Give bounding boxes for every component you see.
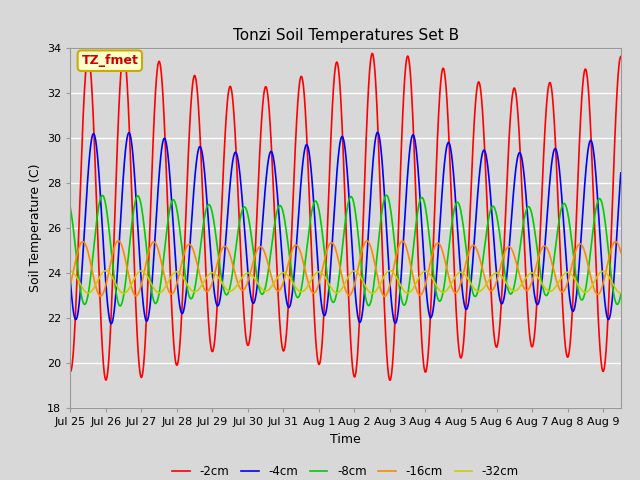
Title: Tonzi Soil Temperatures Set B: Tonzi Soil Temperatures Set B [232,28,459,43]
-2cm [386,377,394,383]
-8cm [95,205,102,211]
-32cm [617,290,625,296]
-8cm [335,280,342,286]
-32cm [95,276,102,282]
-16cm [115,238,122,244]
-2cm [95,255,102,261]
-2cm [335,65,342,71]
-16cm [381,293,388,299]
-32cm [67,268,74,274]
-16cm [95,291,102,297]
-8cm [602,221,609,227]
-16cm [602,271,609,277]
-8cm [116,303,124,309]
-2cm [617,54,625,60]
-2cm [601,359,609,365]
-16cm [320,260,328,266]
-32cm [320,272,328,278]
-8cm [500,266,508,272]
-4cm [374,130,381,135]
Legend: -2cm, -4cm, -8cm, -16cm, -32cm: -2cm, -4cm, -8cm, -16cm, -32cm [168,461,524,480]
Line: -2cm: -2cm [70,53,621,380]
-32cm [335,289,342,295]
-16cm [500,251,508,256]
Line: -16cm: -16cm [70,241,621,296]
-4cm [601,301,609,307]
Line: -4cm: -4cm [70,132,621,324]
-2cm [320,314,328,320]
-16cm [67,281,74,287]
-32cm [500,277,508,283]
Line: -32cm: -32cm [70,271,621,293]
-2cm [602,356,609,362]
-8cm [67,205,74,211]
-4cm [335,154,342,159]
-32cm [120,290,127,296]
Text: TZ_fmet: TZ_fmet [81,54,138,67]
X-axis label: Time: Time [330,432,361,445]
-32cm [386,268,394,274]
-4cm [602,303,609,309]
-8cm [383,192,390,198]
-16cm [601,273,609,278]
-16cm [335,257,342,263]
-2cm [67,369,74,374]
-8cm [617,291,625,297]
-4cm [108,321,115,326]
-4cm [95,165,102,171]
-32cm [602,269,609,275]
-2cm [500,238,508,244]
-8cm [601,219,609,225]
-16cm [617,250,625,255]
-8cm [320,242,328,248]
-2cm [120,50,127,56]
-4cm [67,278,74,284]
-4cm [320,312,328,318]
Y-axis label: Soil Temperature (C): Soil Temperature (C) [29,164,42,292]
-32cm [601,269,609,275]
Line: -8cm: -8cm [70,195,621,306]
-4cm [617,170,625,176]
-4cm [500,293,508,299]
